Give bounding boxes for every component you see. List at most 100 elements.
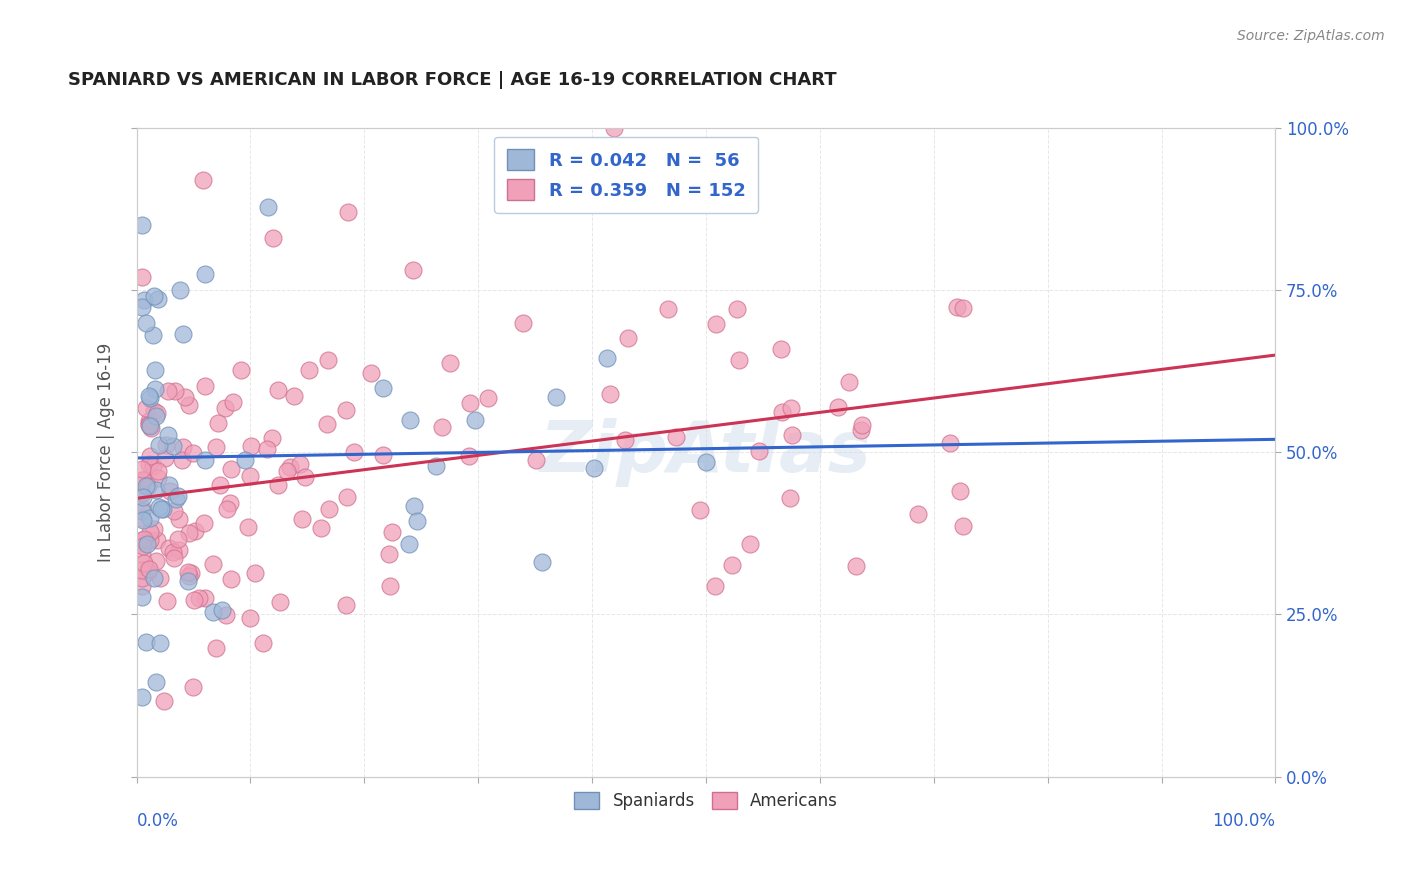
Point [851,423,873,437]
Point [432,420,454,434]
Point [704,317,727,331]
Point [512,317,534,331]
Point [138,533,160,547]
Point [380,579,402,593]
Point [772,405,794,419]
Point [704,579,727,593]
Point [131,218,153,232]
Point [939,436,962,450]
Point [131,461,153,475]
Point [143,404,166,418]
Point [157,541,180,556]
Point [207,416,229,430]
Point [142,289,165,303]
Point [181,446,204,460]
Point [176,566,198,580]
Point [239,611,262,625]
Point [167,490,190,504]
Point [131,690,153,705]
Point [131,473,153,487]
Point [360,366,382,380]
Point [747,444,769,458]
Point [945,300,967,314]
Point [219,572,242,586]
Point [907,508,929,522]
Point [174,390,197,404]
Point [172,440,194,454]
Point [290,457,312,471]
Point [131,571,153,585]
Point [131,486,153,500]
Point [316,417,339,431]
Point [136,565,159,579]
Point [779,491,801,505]
Point [252,635,274,649]
Point [131,591,153,605]
Point [952,519,974,533]
Point [177,398,200,412]
Point [145,409,167,423]
Point [145,483,167,497]
Point [139,449,162,463]
Point [458,396,481,410]
Point [155,438,177,452]
Point [524,452,547,467]
Point [131,269,153,284]
Point [139,510,162,524]
Point [138,419,160,434]
Text: 100.0%: 100.0% [1212,813,1275,830]
Point [239,439,262,453]
Point [381,524,404,539]
Point [146,471,169,485]
Point [156,594,179,608]
Point [194,268,217,282]
Point [138,417,160,432]
Point [236,520,259,534]
Point [336,490,359,504]
Point [146,533,169,547]
Text: 0.0%: 0.0% [136,813,179,830]
Point [398,413,420,427]
Point [163,384,186,399]
Point [222,395,245,409]
Point [132,512,155,526]
Point [149,635,172,649]
Point [596,351,619,365]
Point [141,420,163,434]
Point [179,526,201,541]
Point [180,566,202,580]
Point [194,591,217,605]
Point [689,503,711,517]
Point [165,491,187,506]
Point [727,352,749,367]
Point [138,562,160,576]
Point [149,502,172,516]
Text: Source: ZipAtlas.com: Source: ZipAtlas.com [1237,29,1385,43]
Point [245,566,267,581]
Point [153,694,176,708]
Point [132,491,155,505]
Point [231,363,253,377]
Point [952,301,974,315]
Point [614,433,637,447]
Point [298,362,321,376]
Point [599,387,621,401]
Point [194,453,217,467]
Point [194,378,217,392]
Point [166,532,188,546]
Point [770,342,793,356]
Legend: Spaniards, Americans: Spaniards, Americans [568,786,845,817]
Point [531,555,554,569]
Y-axis label: In Labor Force | Age 16-19: In Labor Force | Age 16-19 [97,343,115,562]
Point [217,502,239,516]
Point [131,579,153,593]
Point [132,473,155,487]
Point [665,430,688,444]
Point [373,448,395,462]
Point [291,512,314,526]
Point [183,593,205,607]
Point [402,263,425,277]
Point [153,450,176,465]
Point [201,605,224,619]
Point [163,504,186,518]
